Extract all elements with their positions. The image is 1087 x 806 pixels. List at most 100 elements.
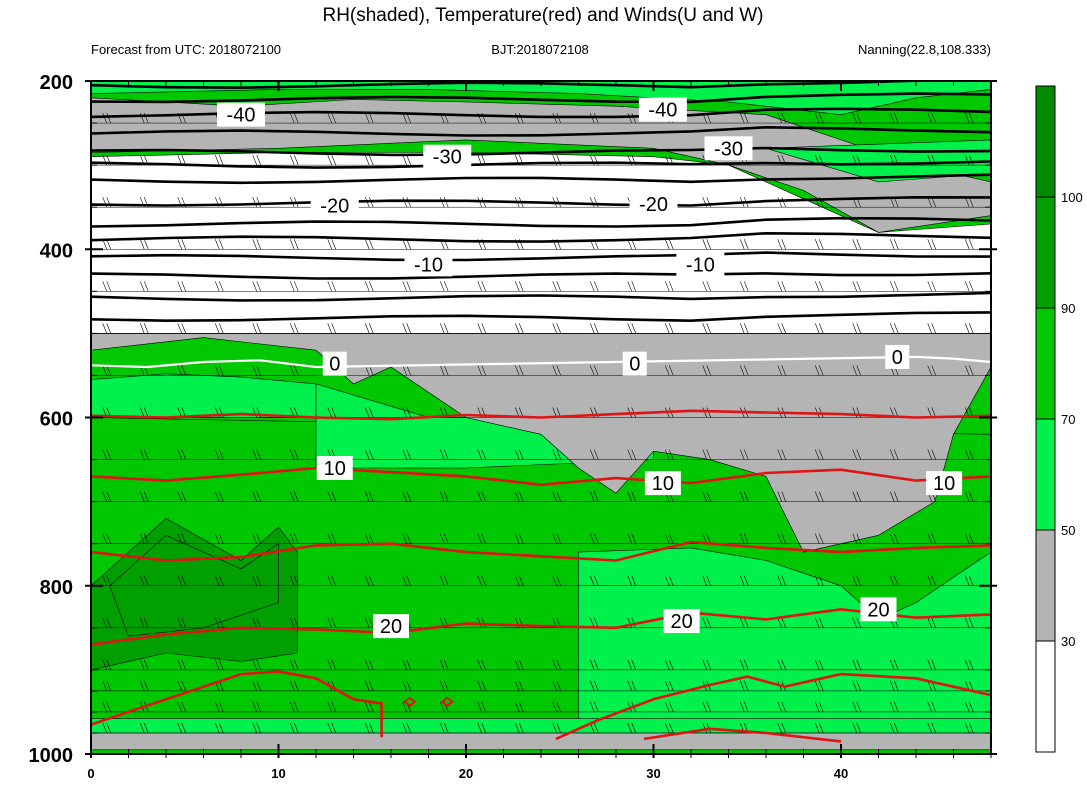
wind-barb <box>514 680 524 692</box>
wind-barb <box>589 659 599 670</box>
wind-barb <box>927 323 937 334</box>
wind-barb <box>739 491 749 502</box>
wind-barb <box>289 575 299 586</box>
wind-barb <box>252 197 262 208</box>
wind-barb <box>777 239 787 250</box>
wind-barb <box>514 575 524 586</box>
wind-barb <box>252 701 262 713</box>
colorbar: 100 90 70 50 30 <box>1035 85 1083 753</box>
temp-label-2-box <box>926 471 963 496</box>
wind-barb <box>552 365 562 376</box>
temp-label-1-box <box>644 471 681 496</box>
colorbar-label-0: 100 <box>1061 190 1083 205</box>
wind-barb <box>777 701 787 713</box>
wind-barb <box>289 365 299 376</box>
wind-barb <box>814 533 824 544</box>
temp-label-0-box <box>316 455 353 480</box>
wind-barb <box>252 449 262 460</box>
wind-barb <box>214 155 224 166</box>
wind-barb <box>139 449 149 460</box>
black-isotherm-10 <box>91 251 991 262</box>
wind-barb <box>664 659 674 670</box>
wind-barb <box>364 449 374 460</box>
wind-barb <box>889 575 899 586</box>
wind-barb <box>364 281 374 292</box>
black-isotherm-12 <box>91 291 991 302</box>
wind-barb <box>439 323 449 334</box>
wind-barb <box>139 659 149 670</box>
colorbar-bin-4 <box>1035 196 1056 309</box>
wind-barb <box>214 533 224 544</box>
wind-barb <box>739 281 749 292</box>
temp-label-0: 10 <box>324 458 346 480</box>
wind-barb <box>964 365 974 376</box>
wind-barb <box>214 617 224 628</box>
wind-barb <box>739 680 749 692</box>
wind-barb <box>252 659 262 670</box>
red-isotherm-1 <box>91 409 991 421</box>
wind-barb <box>777 617 787 628</box>
wind-barb <box>627 533 637 544</box>
wind-barb <box>364 680 374 692</box>
wind-barb <box>664 323 674 334</box>
wind-barb <box>102 112 112 124</box>
wind-barb <box>664 239 674 250</box>
wind-barb <box>852 701 862 713</box>
wind-barb <box>814 323 824 334</box>
wind-barb <box>702 617 712 628</box>
wind-barb <box>664 281 674 292</box>
wind-barb <box>964 449 974 460</box>
wind-barb <box>102 365 112 376</box>
wind-barb <box>627 680 637 692</box>
wind-barb <box>852 722 862 734</box>
wind-barb <box>327 112 337 124</box>
wind-barb <box>552 659 562 670</box>
wind-barb <box>889 449 899 460</box>
wind-barb <box>552 281 562 292</box>
wind-barb <box>327 575 337 586</box>
wind-barb <box>252 533 262 544</box>
wind-barb <box>477 701 487 713</box>
wind-barb <box>364 722 374 734</box>
y-tick-label-2: 600 <box>40 409 73 431</box>
wind-barb <box>852 323 862 334</box>
wind-barb <box>364 155 374 166</box>
red-closed-contour-0 <box>403 696 417 708</box>
temp-label-3-box <box>373 614 409 639</box>
wind-barb <box>814 449 824 460</box>
wind-barb <box>552 680 562 692</box>
temp-label-5: 20 <box>867 599 889 621</box>
wind-barb <box>289 239 299 250</box>
wind-barb <box>964 112 974 124</box>
wind-barb <box>702 575 712 586</box>
wind-barb <box>852 659 862 670</box>
wind-barb <box>477 491 487 502</box>
isotherm-label-6-box <box>404 252 453 277</box>
wind-barb <box>589 491 599 502</box>
wind-barb <box>627 575 637 586</box>
wind-barb <box>927 239 937 250</box>
wind-barb <box>214 449 224 460</box>
red-isotherm-6 <box>643 727 842 743</box>
colorbar-bin-5 <box>1035 85 1056 198</box>
wind-barb <box>177 722 187 734</box>
wind-barb <box>589 449 599 460</box>
wind-barb <box>439 491 449 502</box>
wind-barb <box>814 659 824 670</box>
wind-barb <box>664 722 674 734</box>
wind-barb <box>364 491 374 502</box>
isotherm-label-4-box <box>310 193 359 218</box>
wind-barb <box>402 722 412 734</box>
wind-barb <box>139 722 149 734</box>
wind-barb <box>889 323 899 334</box>
wind-barb <box>514 722 524 734</box>
wind-barb <box>514 659 524 670</box>
wind-barb <box>664 449 674 460</box>
wind-barb <box>289 323 299 334</box>
wind-barb <box>964 617 974 628</box>
wind-barb <box>477 659 487 670</box>
red-isotherm-5 <box>555 672 991 741</box>
zero-isotherm <box>91 355 991 369</box>
wind-barb <box>627 112 637 124</box>
